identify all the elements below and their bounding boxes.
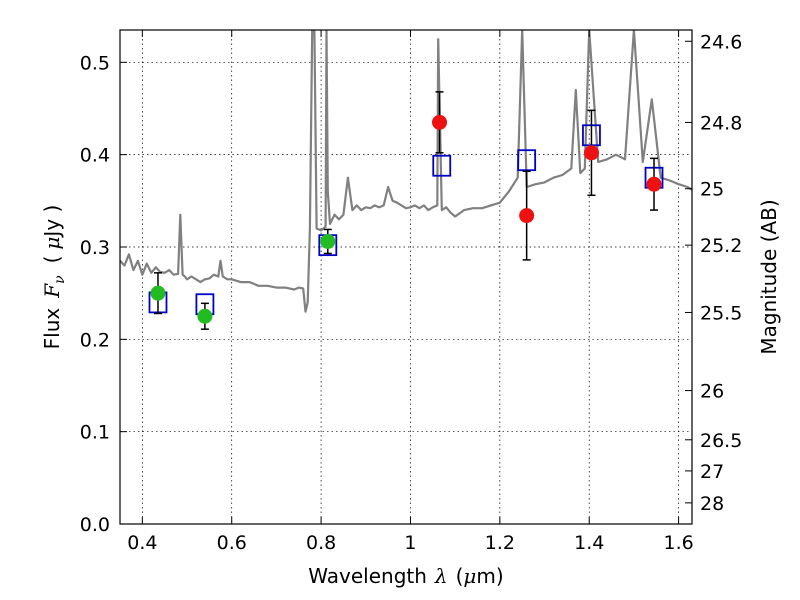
y-tick-label: 0.4: [80, 145, 110, 167]
y2-tick-label: 28: [700, 493, 724, 515]
data-point: [150, 285, 166, 301]
x-tick-label: 0.8: [306, 532, 336, 554]
spectrum: [120, 30, 692, 313]
plot-frame: [119, 29, 693, 525]
y2-tick-label: 25.2: [700, 235, 742, 257]
spectrum-line: [120, 30, 692, 313]
y2-tick-label: 27: [700, 461, 724, 483]
y-axis-label: FluxFν(μJy ): [40, 205, 68, 350]
data-point: [519, 208, 535, 224]
x-axis-label: Wavelength λ (μm): [308, 564, 503, 588]
y2-tick-label: 24.6: [700, 31, 742, 53]
model-point: [517, 149, 537, 172]
y2-axis-label: Magnitude (AB): [757, 199, 781, 354]
x-tick-label: 1.4: [574, 532, 604, 554]
y-tick-label: 0.0: [80, 514, 110, 536]
markers: [148, 91, 664, 330]
x-tick-label: 0.6: [217, 532, 247, 554]
y-tick-label: 0.3: [80, 237, 110, 259]
ticks: 0.4 0.6 0.8 1 1.2 1.4 1.6 0.0 0.1 0.2 0.3 0.4 0.5 24.…: [80, 30, 742, 554]
data-point: [320, 233, 336, 249]
y2-tick-label: 24.8: [700, 112, 742, 134]
y-tick-label: 0.1: [80, 422, 110, 444]
model-point: [432, 154, 452, 177]
data-point: [432, 114, 448, 130]
y2-tick-label: 25.5: [700, 302, 742, 324]
y-tick-label: 0.2: [80, 329, 110, 351]
data-point: [646, 176, 662, 192]
y2-tick-label: 26.5: [700, 430, 742, 452]
x-tick-label: 1.6: [663, 532, 693, 554]
x-tick-label: 1.2: [485, 532, 515, 554]
data-point: [197, 308, 213, 324]
x-tick-label: 0.4: [127, 532, 157, 554]
data-point: [583, 145, 599, 161]
y2-tick-label: 26: [700, 381, 724, 403]
y-tick-label: 0.5: [80, 52, 110, 74]
y2-tick-label: 25: [700, 179, 724, 201]
x-tick-label: 1: [404, 532, 416, 554]
grid: [120, 30, 692, 525]
